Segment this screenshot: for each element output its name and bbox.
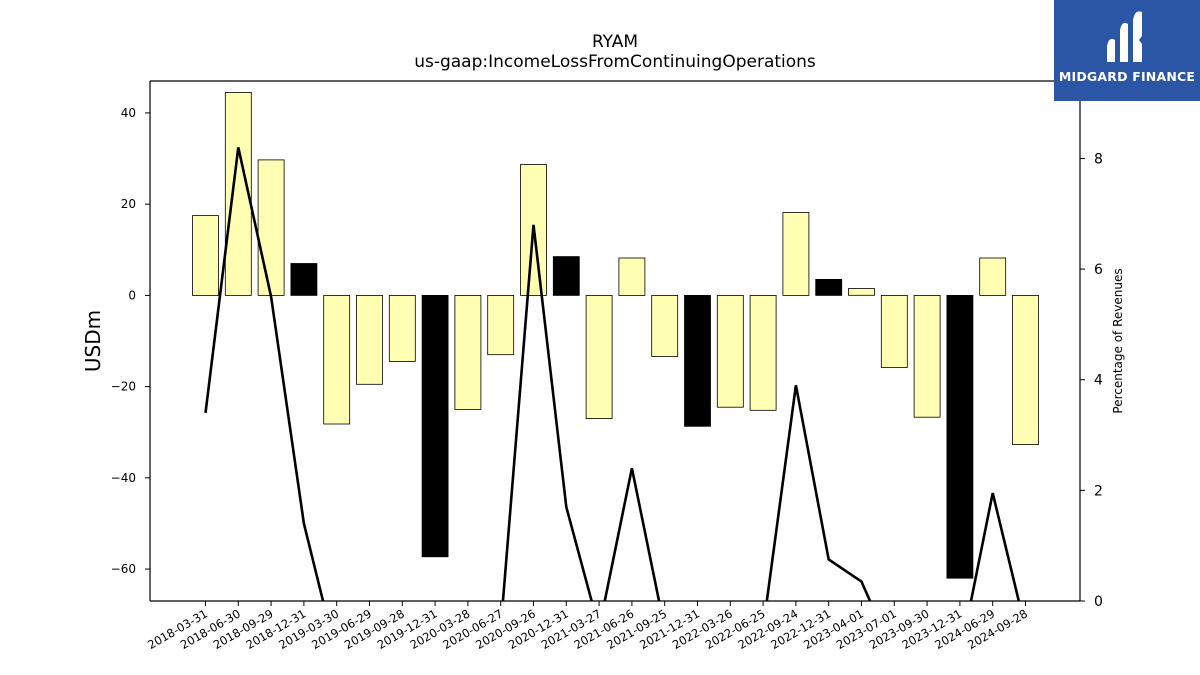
bar: [684, 294, 711, 427]
bar: [454, 294, 482, 410]
logo-text: MIDGARD FINANCE: [1058, 69, 1196, 84]
y2-tick-label: 0: [1094, 594, 1103, 610]
y-tick-label: −20: [111, 380, 136, 394]
y-tick-label: 0: [128, 288, 136, 302]
bar: [323, 294, 351, 425]
bar: [946, 294, 974, 579]
y2-tick-label: 4: [1094, 373, 1103, 389]
bar: [913, 294, 941, 418]
chart-title: RYAM: [591, 32, 639, 52]
bar: [815, 278, 843, 296]
bar: [421, 294, 449, 558]
bar: [749, 294, 777, 411]
percentage-line: [204, 147, 1021, 601]
bar: [585, 294, 613, 419]
bar: [651, 294, 679, 357]
bar: [224, 92, 252, 296]
bar: [880, 294, 908, 368]
y-tick-label: 40: [121, 106, 136, 120]
bar: [257, 159, 285, 296]
bar: [356, 294, 383, 385]
bar: [979, 257, 1007, 296]
y2-tick-label: 6: [1094, 262, 1103, 278]
bar: [192, 215, 219, 296]
chart-subtitle: us-gaap:IncomeLossFromContinuingOperatio…: [414, 52, 816, 72]
bar: [848, 288, 875, 296]
bar: [487, 294, 515, 356]
y-tick-label: −60: [111, 562, 136, 576]
y-tick-label: 20: [121, 197, 136, 211]
bar: [1012, 294, 1039, 445]
y2-axis-label: Percentage of Revenues: [1111, 268, 1125, 413]
bar: [716, 294, 744, 408]
y-axis-label: USDm: [81, 310, 105, 372]
bar: [290, 263, 318, 296]
y-tick-label: −40: [111, 471, 136, 485]
bar: [552, 256, 580, 296]
y2-tick-label: 8: [1094, 151, 1103, 167]
bar: [618, 257, 646, 296]
bar: [388, 294, 416, 362]
midgard-logo-icon: [1107, 11, 1142, 62]
y2-tick-label: 2: [1094, 483, 1103, 499]
bar: [782, 211, 810, 296]
